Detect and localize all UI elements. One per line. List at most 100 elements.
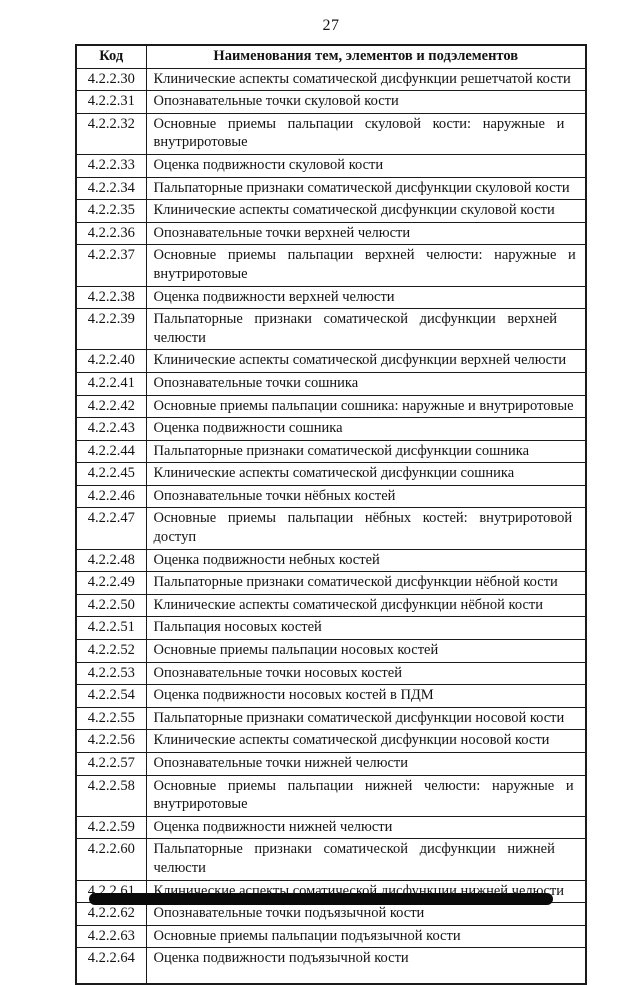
header-code: Код <box>75 44 147 69</box>
table-row: 4.2.2.56 Клинические аспекты соматической… <box>75 729 587 753</box>
table-body: 4.2.2.30 Клинические аспекты соматической… <box>75 67 587 985</box>
row-code: 4.2.2.56 <box>75 729 147 753</box>
row-code: 4.2.2.50 <box>75 593 147 618</box>
row-name: Клинические аспекты соматической дисфунк… <box>145 462 587 486</box>
table-row: 4.2.2.45 Клинические аспекты соматической… <box>75 462 587 486</box>
row-code: 4.2.2.43 <box>75 417 147 441</box>
row-name-line: Основные приемы пальпации нёбных костей:… <box>153 510 573 527</box>
row-name: Основные приемы пальпации нёбных костей:… <box>145 507 587 550</box>
row-name-line: Опознавательные точки подъязычной кости <box>153 905 425 922</box>
row-code: 4.2.2.57 <box>75 752 147 776</box>
table-row: 4.2.2.34 Пальпаторные признаки соматическ… <box>75 176 587 201</box>
row-name: Пальпаторные признаки соматической дисфу… <box>145 571 587 595</box>
row-name-line: Основные приемы пальпации носовых костей <box>153 642 439 659</box>
page-number: 27 <box>322 17 340 34</box>
row-code: 4.2.2.53 <box>75 661 147 686</box>
scan-edge-bar <box>89 893 553 905</box>
row-name-line: челюсти <box>153 859 206 876</box>
row-name-line: Оценка подвижности нижней челюсти <box>153 818 393 835</box>
row-name-line: Опознавательные точки сошника <box>153 374 359 391</box>
row-name-line: Пальпаторные признаки соматической дисфу… <box>153 574 558 591</box>
row-code: 4.2.2.54 <box>75 684 147 708</box>
row-name: Пальпаторные признаки соматической дисфу… <box>145 308 587 351</box>
row-name: Опознавательные точки нижней челюсти <box>145 752 587 776</box>
row-code: 4.2.2.63 <box>75 924 147 949</box>
table-row: 4.2.2.32 Основные приемы пальпации скулов… <box>75 112 587 155</box>
table-row: 4.2.2.49 Пальпаторные признаки соматическ… <box>75 571 587 595</box>
row-name: Основные приемы пальпации носовых костей <box>145 639 587 663</box>
table-row: 4.2.2.33 Оценка подвижности скуловой кост… <box>75 153 587 178</box>
row-code: 4.2.2.52 <box>75 639 147 663</box>
row-name-line: Опознавательные точки верхней челюсти <box>153 224 411 241</box>
table-row: 4.2.2.53 Опознавательные точки носовых ко… <box>75 661 587 686</box>
row-name-line: Опознавательные точки носовых костей <box>153 664 402 681</box>
table-row: 4.2.2.42 Основные приемы пальпации сошник… <box>75 394 587 419</box>
table-row: 4.2.2.43 Оценка подвижности сошника <box>75 417 587 441</box>
table-row: 4.2.2.38 Оценка подвижности верхней челюс… <box>75 285 587 310</box>
table-row: 4.2.2.60 Пальпаторные признаки соматическ… <box>75 838 587 881</box>
row-name: Клинические аспекты соматической дисфунк… <box>145 349 587 373</box>
row-code: 4.2.2.32 <box>75 112 147 155</box>
row-name-line: внутриротовые <box>153 265 248 282</box>
row-name: Пальпаторные признаки соматической дисфу… <box>145 838 587 881</box>
row-code: 4.2.2.46 <box>75 484 147 509</box>
table-row: 4.2.2.44 Пальпаторные признаки соматическ… <box>75 439 587 464</box>
row-name-line: Пальпация носовых костей <box>153 619 322 636</box>
row-name-line: Клинические аспекты соматической дисфунк… <box>153 70 571 87</box>
row-name-line: Клинические аспекты соматической дисфунк… <box>153 202 555 219</box>
row-code: 4.2.2.37 <box>75 244 147 287</box>
row-code: 4.2.2.35 <box>75 199 147 223</box>
row-name-line: Клинические аспекты соматической дисфунк… <box>153 596 543 613</box>
row-code: 4.2.2.42 <box>75 394 147 419</box>
header-name: Наименования тем, элементов и подэлемент… <box>145 44 587 69</box>
row-name-line: внутриротовые <box>153 134 248 151</box>
row-name-line: Пальпаторные признаки соматической дисфу… <box>153 179 570 196</box>
table-row: 4.2.2.30 Клинические аспекты соматической… <box>75 67 587 92</box>
row-name: Опознавательные точки носовых костей <box>145 661 587 686</box>
table-row: 4.2.2.40 Клинические аспекты соматической… <box>75 349 587 373</box>
row-name: Опознавательные точки верхней челюсти <box>145 221 587 246</box>
row-name-line: Пальпаторные признаки соматической дисфу… <box>153 442 530 459</box>
row-name-line: Клинические аспекты соматической дисфунк… <box>153 352 567 369</box>
row-name-line: Основные приемы пальпации подъязычной ко… <box>153 927 461 944</box>
table-row: 4.2.2.41 Опознавательные точки сошника <box>75 371 587 396</box>
row-name-line: Клинические аспекты соматической дисфунк… <box>153 465 515 482</box>
row-name-line: доступ <box>153 529 197 546</box>
row-code: 4.2.2.36 <box>75 221 147 246</box>
row-name: Пальпаторные признаки соматической дисфу… <box>145 439 587 464</box>
table-row: 4.2.2.46 Опознавательные точки нёбных кос… <box>75 484 587 509</box>
table-row: 4.2.2.48 Оценка подвижности небных костей <box>75 548 587 573</box>
row-name-line: Оценка подвижности скуловой кости <box>153 156 384 173</box>
row-name-line: челюсти <box>153 329 206 346</box>
table-row: 4.2.2.54 Оценка подвижности носовых косте… <box>75 684 587 708</box>
row-code: 4.2.2.39 <box>75 308 147 351</box>
row-name: Клинические аспекты соматической дисфунк… <box>145 729 587 753</box>
row-name: Основные приемы пальпации скуловой кости… <box>145 112 587 155</box>
table-row: 4.2.2.31 Опознавательные точки скуловой к… <box>75 90 587 114</box>
table-row: 4.2.2.62 Опознавательные точки подъязычно… <box>75 902 587 926</box>
table-row: 4.2.2.35 Клинические аспекты соматической… <box>75 199 587 223</box>
document-page: 27 Код Наименования тем, элементов и под… <box>75 17 587 985</box>
row-name-line: Опознавательные точки скуловой кости <box>153 93 399 110</box>
row-code: 4.2.2.34 <box>75 176 147 201</box>
row-name: Оценка подвижности носовых костей в ПДМ <box>145 684 587 708</box>
row-name-line: Оценка подвижности подъязычной кости <box>153 950 409 967</box>
row-code: 4.2.2.55 <box>75 706 147 731</box>
row-name: Оценка подвижности подъязычной кости <box>145 947 587 985</box>
table-header-row: Код Наименования тем, элементов и подэле… <box>75 44 587 69</box>
row-code: 4.2.2.31 <box>75 90 147 114</box>
table-row: 4.2.2.50 Клинические аспекты соматической… <box>75 593 587 618</box>
table-row: 4.2.2.52 Основные приемы пальпации носовы… <box>75 639 587 663</box>
table-row: 4.2.2.37 Основные приемы пальпации верхне… <box>75 244 587 287</box>
row-name: Пальпаторные признаки соматической дисфу… <box>145 176 587 201</box>
topics-table: Код Наименования тем, элементов и подэле… <box>75 44 587 985</box>
row-code: 4.2.2.30 <box>75 67 147 92</box>
row-name: Клинические аспекты соматической дисфунк… <box>145 199 587 223</box>
row-name: Основные приемы пальпации нижней челюсти… <box>145 774 587 817</box>
row-name: Опознавательные точки скуловой кости <box>145 90 587 114</box>
table-row: 4.2.2.55 Пальпаторные признаки соматическ… <box>75 706 587 731</box>
row-name: Оценка подвижности скуловой кости <box>145 153 587 178</box>
table-row: 4.2.2.36 Опознавательные точки верхней че… <box>75 221 587 246</box>
row-name: Основные приемы пальпации верхней челюст… <box>145 244 587 287</box>
row-name: Основные приемы пальпации подъязычной ко… <box>145 924 587 949</box>
